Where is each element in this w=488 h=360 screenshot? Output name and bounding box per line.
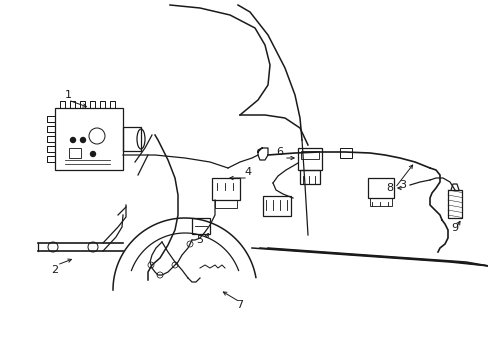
Circle shape bbox=[70, 138, 75, 143]
Bar bbox=[339, 148, 351, 158]
Circle shape bbox=[90, 152, 95, 157]
Bar bbox=[215, 200, 237, 208]
Bar bbox=[192, 218, 209, 234]
Text: 6: 6 bbox=[276, 147, 283, 157]
Bar bbox=[212, 178, 240, 200]
Bar bbox=[263, 196, 290, 216]
Bar bbox=[55, 108, 123, 170]
Text: 2: 2 bbox=[51, 265, 59, 275]
Text: 4: 4 bbox=[244, 167, 251, 177]
Bar bbox=[367, 178, 393, 198]
Text: 1: 1 bbox=[64, 90, 71, 100]
Text: 5: 5 bbox=[196, 235, 203, 245]
Bar bbox=[369, 198, 391, 206]
Text: 8: 8 bbox=[386, 183, 393, 193]
Circle shape bbox=[81, 138, 85, 143]
Text: 9: 9 bbox=[450, 223, 458, 233]
Bar bbox=[297, 148, 321, 170]
Bar bbox=[123, 127, 141, 151]
Text: 3: 3 bbox=[399, 180, 406, 190]
Bar bbox=[447, 190, 461, 218]
Bar bbox=[69, 148, 81, 158]
Bar bbox=[299, 170, 319, 184]
Bar bbox=[301, 151, 318, 159]
Text: 7: 7 bbox=[236, 300, 243, 310]
